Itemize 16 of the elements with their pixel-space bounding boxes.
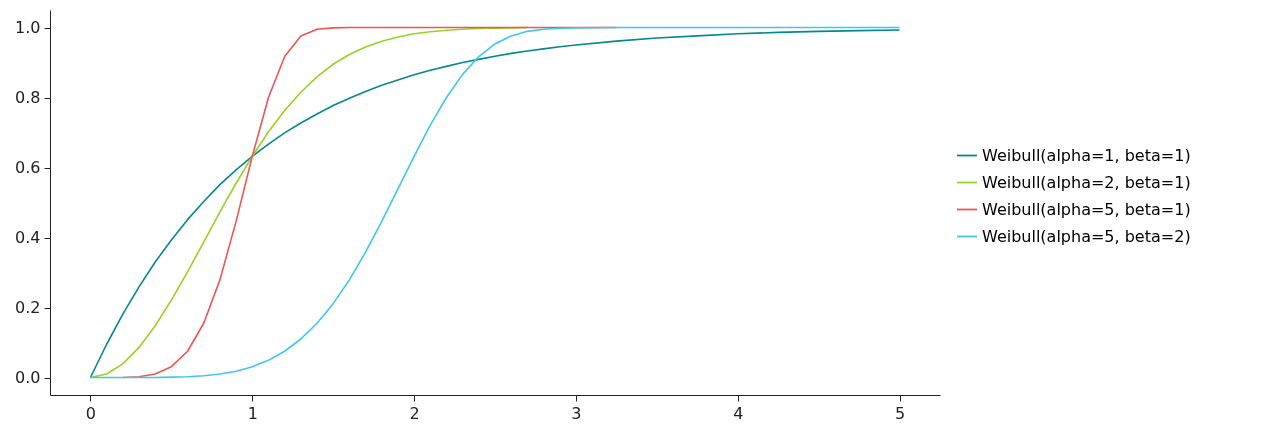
x-tick-label: 3 <box>571 403 582 423</box>
legend-label: Weibull(alpha=1, beta=1) <box>982 145 1191 165</box>
x-tick-label: 0 <box>85 403 97 423</box>
y-tick-label: 0.8 <box>15 88 41 107</box>
legend-label: Weibull(alpha=5, beta=2) <box>982 226 1191 246</box>
x-tick-label: 5 <box>894 403 906 423</box>
legend-label: Weibull(alpha=2, beta=1) <box>982 172 1191 192</box>
x-tick-label: 4 <box>733 403 744 423</box>
y-tick-label: 0.6 <box>15 158 41 177</box>
y-tick-label: 0.2 <box>15 298 41 317</box>
x-tick-label: 2 <box>409 403 420 423</box>
x-tick-label: 1 <box>247 403 258 423</box>
y-tick-label: 0.4 <box>15 228 41 247</box>
legend-label: Weibull(alpha=5, beta=1) <box>982 199 1191 219</box>
y-tick-label: 1.0 <box>15 18 41 37</box>
y-tick-label: 0.0 <box>15 368 41 387</box>
